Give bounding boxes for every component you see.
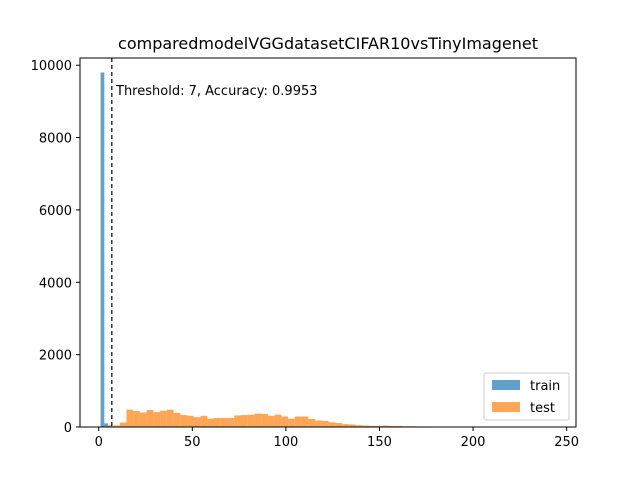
legend-swatch-train [492, 380, 520, 390]
x-tick-label: 250 [554, 435, 579, 450]
test-bar-31 [315, 420, 322, 427]
test-bar-7 [153, 412, 161, 427]
plot-frame [79, 57, 577, 428]
test-bar-16 [214, 417, 221, 427]
test-bar-15 [207, 418, 215, 427]
y-tick-label: 2000 [39, 349, 72, 364]
test-bar-19 [234, 415, 241, 427]
x-tick-label: 150 [367, 435, 392, 450]
test-bar-18 [227, 417, 235, 427]
legend-label-train: train [530, 379, 560, 394]
test-bar-8 [160, 410, 167, 427]
threshold-annotation: Threshold: 7, Accuracy: 0.9953 [115, 84, 318, 99]
test-bar-1 [112, 425, 120, 427]
test-bar-38 [362, 425, 369, 427]
test-bar-6 [146, 409, 154, 427]
test-bar-25 [274, 414, 282, 427]
test-bar-14 [200, 415, 208, 427]
test-bar-27 [288, 418, 295, 427]
x-tick-label: 50 [184, 435, 201, 450]
legend-swatch-test [492, 402, 520, 412]
test-bar-35 [342, 424, 349, 427]
test-bar-23 [261, 413, 268, 427]
y-tick-label: 6000 [39, 204, 72, 219]
y-tick-label: 10000 [31, 59, 72, 74]
train-bar-1 [104, 423, 109, 427]
test-bar-5 [139, 412, 147, 427]
test-bar-28 [294, 416, 302, 427]
y-tick-label: 8000 [39, 132, 72, 147]
x-tick-label: 200 [461, 435, 486, 450]
y-tick-label: 4000 [39, 276, 72, 291]
test-bar-32 [321, 420, 329, 427]
test-bar-20 [240, 415, 248, 427]
test-bar-3 [126, 409, 134, 427]
test-bar-22 [254, 413, 262, 427]
test-bar-21 [247, 414, 255, 427]
test-bar-11 [180, 415, 188, 427]
chart-title: comparedmodelVGGdatasetCIFAR10vsTinyImag… [118, 34, 538, 53]
x-tick-label: 0 [95, 435, 103, 450]
bars-layer [100, 72, 430, 428]
test-bar-41 [382, 425, 390, 427]
test-bar-17 [220, 417, 228, 427]
test-bar-39 [368, 425, 376, 427]
test-bar-12 [187, 415, 194, 427]
legend-label-test: test [530, 401, 555, 416]
test-bar-9 [166, 409, 174, 427]
test-bar-34 [335, 423, 343, 427]
x-tick-label: 100 [273, 435, 298, 450]
test-bar-2 [119, 422, 127, 427]
test-bar-42 [389, 425, 396, 427]
test-bar-30 [308, 419, 316, 427]
legend: train test [483, 372, 570, 421]
test-bar-26 [281, 416, 289, 427]
test-bar-43 [395, 425, 403, 427]
test-bar-4 [133, 411, 140, 427]
test-bar-10 [173, 412, 181, 427]
test-bar-29 [301, 416, 309, 427]
test-bar-13 [193, 417, 201, 427]
axes-layer: 0 50 100 150 200 250 0 2000 4000 6000 8000 10000 [31, 57, 579, 450]
y-tick-label: 0 [64, 421, 72, 436]
test-bar-37 [355, 425, 363, 427]
test-bar-24 [267, 415, 275, 427]
test-bar-40 [375, 425, 383, 427]
train-bar-0 [100, 72, 105, 428]
test-bar-36 [348, 424, 356, 427]
test-bar-33 [328, 422, 336, 427]
